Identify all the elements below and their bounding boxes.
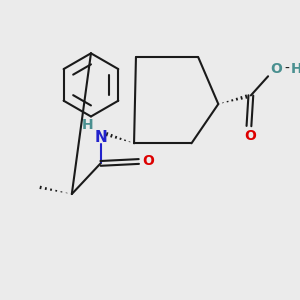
Text: O: O	[270, 61, 282, 76]
Text: -: -	[285, 61, 290, 76]
Text: H: H	[291, 61, 300, 76]
Text: H: H	[81, 118, 93, 132]
Text: O: O	[244, 129, 256, 142]
Text: N: N	[94, 130, 107, 145]
Text: O: O	[142, 154, 154, 169]
